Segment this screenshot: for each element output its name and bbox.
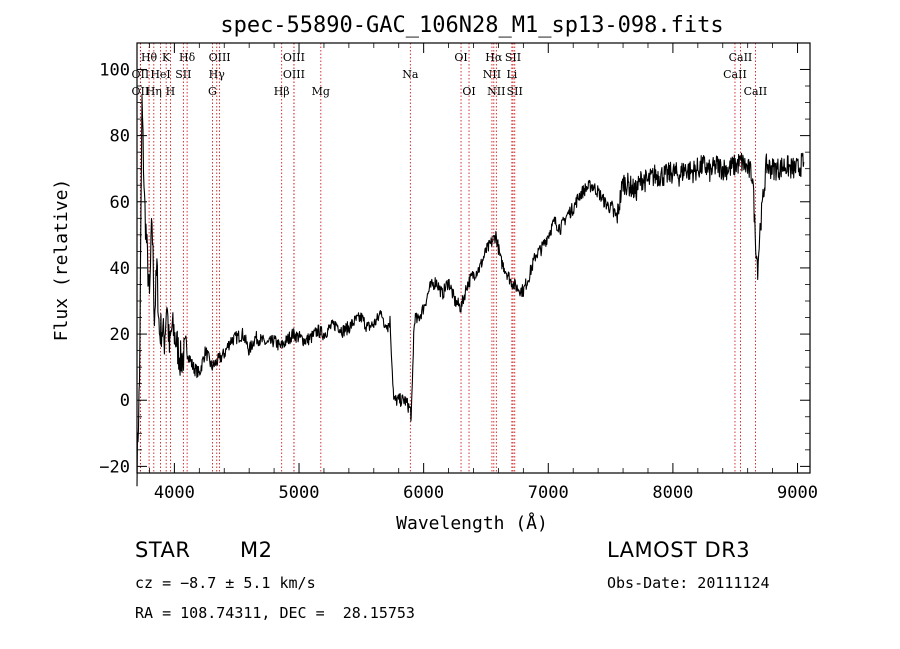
spectrum-line (136, 94, 805, 487)
line-label-Hδ: Hδ (179, 51, 196, 64)
line-label-Hβ: Hβ (274, 85, 290, 98)
y-tick-label: 100 (99, 60, 130, 80)
line-label-Li: Li (506, 68, 517, 81)
line-label-HeI: HeI (150, 68, 170, 81)
line-label-OIII: OIII (283, 68, 305, 81)
line-label-SII: SII (505, 51, 521, 64)
coordinates: RA = 108.74311, DEC = 28.15753 (135, 604, 415, 622)
line-label-CaII: CaII (723, 68, 747, 81)
x-tick-label: 7000 (528, 483, 569, 503)
line-label-SII: SII (175, 68, 191, 81)
line-label-Hγ: Hγ (209, 68, 226, 81)
line-label-OII: OII (132, 68, 150, 81)
x-tick-label: 9000 (777, 483, 818, 503)
y-tick-label: 40 (110, 259, 130, 279)
line-label-Hη: Hη (146, 85, 162, 98)
x-tick-label: 6000 (403, 483, 444, 503)
line-label-OII: OII (132, 85, 150, 98)
line-label-Hθ: Hθ (141, 51, 158, 64)
plot-border (136, 42, 811, 474)
line-label-OI: OI (454, 51, 467, 64)
y-tick-label: 20 (110, 325, 130, 345)
y-tick-label: 0 (120, 391, 130, 411)
x-tick-label: 8000 (652, 483, 693, 503)
x-axis-label: Wavelength (Å) (396, 512, 548, 534)
line-label-SII: SII (507, 85, 523, 98)
line-label-H: H (166, 85, 176, 98)
plot-frame (136, 42, 811, 474)
chart-title: spec-55890-GAC_106N28_M1_sp13-098.fits (220, 13, 723, 38)
y-tick-label: −20 (99, 457, 130, 477)
line-label-NII: NII (483, 68, 501, 81)
object-class: STAR (135, 538, 191, 562)
line-label-G: G (208, 85, 217, 98)
observation-date: Obs-Date: 20111124 (607, 574, 770, 592)
line-label-OIII: OIII (283, 51, 305, 64)
line-label-OIII: OIII (209, 51, 231, 64)
y-tick-label: 60 (110, 193, 130, 213)
x-tick-label: 5000 (279, 483, 320, 503)
object-subclass: M2 (240, 538, 273, 562)
line-label-NII: NII (487, 85, 505, 98)
y-tick-label: 80 (110, 127, 130, 147)
x-tick-label: 4000 (154, 483, 195, 503)
survey-name: LAMOST DR3 (607, 538, 751, 562)
line-label-CaII: CaII (729, 51, 753, 64)
spectrum-series (136, 94, 805, 487)
spectral-line-markers (139, 43, 756, 473)
line-label-Na: Na (402, 68, 419, 81)
y-axis-label: Flux (relative) (51, 179, 72, 342)
axis-ticks: 4000 5000 6000 7000 8000 9000 −20 0 20 40 60 80 100 (99, 43, 818, 503)
line-label-Mg: Mg (312, 85, 330, 98)
line-label-OI: OI (462, 85, 475, 98)
redshift-velocity: cz = −8.7 ± 5.1 km/s (135, 574, 316, 592)
line-label-Hα: Hα (485, 51, 503, 64)
line-label-K: K (162, 51, 171, 64)
line-label-CaII: CaII (744, 85, 768, 98)
